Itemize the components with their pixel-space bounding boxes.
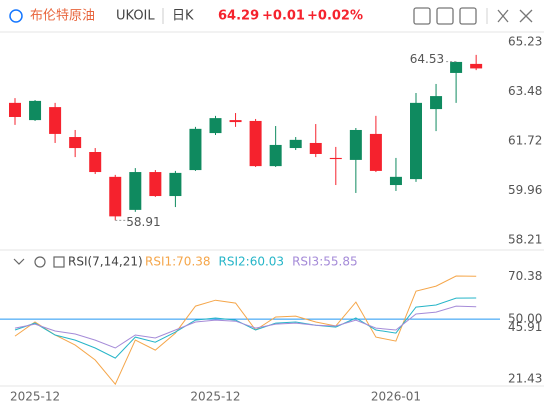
y-tick-label: 70.38: [508, 269, 542, 283]
rsi-line: [14, 275, 477, 386]
candle-body: [430, 96, 443, 110]
candle-body: [169, 172, 182, 197]
y-tick-label: 65.23: [508, 34, 542, 48]
tool-button[interactable]: [436, 7, 454, 25]
candle-body: [289, 139, 302, 149]
candle-body: [189, 128, 202, 171]
candle-body: [470, 63, 483, 69]
collapse-button[interactable]: [13, 258, 25, 265]
candle-body: [9, 102, 21, 117]
candle-body: [229, 120, 242, 123]
x-tick-label: 2025-12: [10, 390, 60, 404]
candle-body: [410, 102, 422, 180]
legend-entry: RSI3:55.85: [292, 255, 358, 269]
symbol: UKOIL: [116, 9, 155, 24]
candle-body: [109, 176, 122, 217]
period[interactable]: 日K: [172, 9, 194, 24]
indicator-button[interactable]: [53, 256, 65, 268]
low-label: 58.91: [126, 215, 160, 229]
candle-body: [329, 157, 342, 160]
toolbar: [413, 7, 533, 25]
instrument-name: 布伦特原油: [30, 9, 95, 24]
candle-body: [69, 137, 82, 149]
tool-button[interactable]: [413, 7, 431, 25]
candle-body: [309, 142, 322, 154]
tool-button[interactable]: [459, 7, 477, 25]
candle-body: [149, 172, 162, 197]
close-button[interactable]: [519, 9, 533, 23]
y-tick-label: 21.43: [508, 372, 542, 386]
high-label: 64.53: [410, 52, 444, 66]
y-tick-label: 58.21: [508, 233, 542, 247]
symbol-icon[interactable]: [9, 9, 23, 23]
change: +0.01: [262, 9, 305, 24]
candle-body: [89, 152, 102, 173]
candle-body: [389, 176, 402, 186]
candle-body: [249, 120, 262, 167]
y-tick-label: 59.96: [508, 183, 542, 197]
candle-body: [450, 61, 463, 73]
candle-body: [369, 133, 382, 171]
x-tick-label: 2026-01: [371, 390, 421, 404]
legend-entry: RSI1:70.38: [145, 255, 211, 269]
x-tick-label: 2025-12: [190, 390, 240, 404]
candle-body: [49, 107, 62, 134]
rsi-title: RSI(7,14,21): [68, 255, 143, 269]
y-tick-label: 61.72: [508, 133, 542, 147]
fullscreen-button[interactable]: [497, 9, 509, 23]
rsi-line: [14, 305, 477, 349]
candle-body: [349, 129, 362, 160]
settings-button[interactable]: [34, 256, 46, 268]
candle-body: [209, 118, 222, 134]
candle-body: [29, 100, 42, 121]
rsi-line: [14, 297, 477, 359]
rsi-tools: [13, 256, 65, 268]
legend-entry: RSI2:60.03: [219, 255, 285, 269]
y-tick-label: 45.91: [508, 320, 542, 334]
change-pct: +0.02%: [307, 9, 363, 24]
y-tick-label: 63.48: [508, 84, 542, 98]
candle-body: [269, 144, 282, 167]
y-tick-label: 50.00: [508, 312, 542, 326]
price: 64.29: [218, 9, 259, 24]
candle-body: [129, 172, 142, 210]
